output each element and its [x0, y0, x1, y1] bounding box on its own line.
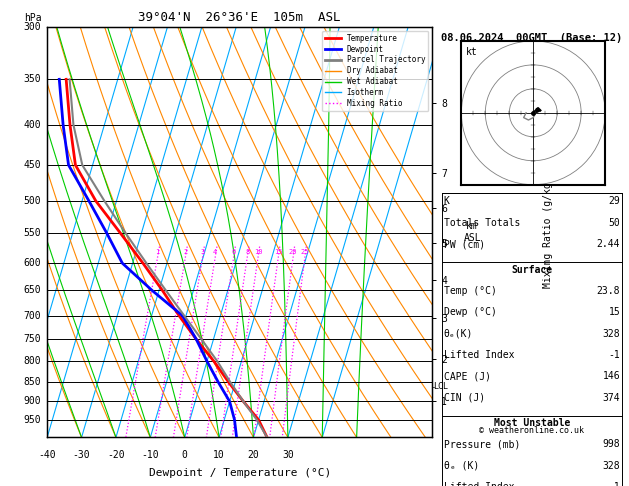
Text: Totals Totals: Totals Totals	[443, 218, 520, 228]
Text: 08.06.2024  00GMT  (Base: 12): 08.06.2024 00GMT (Base: 12)	[442, 33, 623, 43]
Text: Dewpoint / Temperature (°C): Dewpoint / Temperature (°C)	[148, 468, 331, 478]
Text: 23.8: 23.8	[597, 286, 620, 296]
Text: 6: 6	[231, 249, 236, 255]
Text: Surface: Surface	[511, 264, 552, 275]
Text: LCL: LCL	[433, 382, 448, 391]
Text: 900: 900	[24, 397, 42, 406]
Text: Most Unstable: Most Unstable	[494, 418, 570, 428]
Y-axis label: km
ASL: km ASL	[464, 221, 481, 243]
Text: 300: 300	[24, 22, 42, 32]
Text: 800: 800	[24, 356, 42, 366]
Text: 600: 600	[24, 258, 42, 268]
Text: Dewp (°C): Dewp (°C)	[443, 307, 496, 317]
Text: -30: -30	[73, 450, 91, 460]
Text: © weatheronline.co.uk: © weatheronline.co.uk	[479, 426, 584, 435]
Text: 1: 1	[155, 249, 160, 255]
Text: 0: 0	[182, 450, 187, 460]
Text: 15: 15	[274, 249, 282, 255]
Text: 10: 10	[213, 450, 225, 460]
Text: 3: 3	[201, 249, 204, 255]
Text: -20: -20	[107, 450, 125, 460]
Text: Temp (°C): Temp (°C)	[443, 286, 496, 296]
Text: 2.44: 2.44	[597, 239, 620, 249]
Text: 146: 146	[603, 371, 620, 382]
Text: -1: -1	[608, 482, 620, 486]
Text: -10: -10	[142, 450, 159, 460]
Text: 500: 500	[24, 196, 42, 206]
Text: 4: 4	[213, 249, 217, 255]
Text: -1: -1	[608, 350, 620, 360]
Text: 20: 20	[289, 249, 298, 255]
Text: 2: 2	[183, 249, 187, 255]
Text: 650: 650	[24, 285, 42, 295]
Text: 8: 8	[245, 249, 249, 255]
Text: 20: 20	[248, 450, 259, 460]
Text: 750: 750	[24, 334, 42, 344]
Text: θₑ (K): θₑ (K)	[443, 461, 479, 471]
Text: 850: 850	[24, 377, 42, 387]
Text: Mixing Ratio (g/kg): Mixing Ratio (g/kg)	[543, 176, 553, 288]
Text: 700: 700	[24, 311, 42, 321]
Text: hPa: hPa	[24, 13, 42, 23]
Text: Lifted Index: Lifted Index	[443, 482, 514, 486]
Text: 400: 400	[24, 120, 42, 130]
Text: 950: 950	[24, 415, 42, 425]
Text: 374: 374	[603, 393, 620, 402]
Text: kt: kt	[465, 47, 477, 57]
Text: 10: 10	[253, 249, 262, 255]
Text: Lifted Index: Lifted Index	[443, 350, 514, 360]
Text: 29: 29	[608, 196, 620, 207]
Legend: Temperature, Dewpoint, Parcel Trajectory, Dry Adiabat, Wet Adiabat, Isotherm, Mi: Temperature, Dewpoint, Parcel Trajectory…	[322, 31, 428, 111]
Text: CIN (J): CIN (J)	[443, 393, 485, 402]
Text: 25: 25	[301, 249, 309, 255]
Text: 328: 328	[603, 461, 620, 471]
Text: 15: 15	[608, 307, 620, 317]
Text: 450: 450	[24, 160, 42, 170]
Text: 50: 50	[608, 218, 620, 228]
Text: 30: 30	[282, 450, 294, 460]
Text: K: K	[443, 196, 450, 207]
Text: θₑ(K): θₑ(K)	[443, 329, 473, 339]
Text: Pressure (mb): Pressure (mb)	[443, 439, 520, 450]
Text: 998: 998	[603, 439, 620, 450]
Text: 328: 328	[603, 329, 620, 339]
Text: 350: 350	[24, 74, 42, 84]
Text: PW (cm): PW (cm)	[443, 239, 485, 249]
Title: 39°04'N  26°36'E  105m  ASL: 39°04'N 26°36'E 105m ASL	[138, 11, 341, 24]
Text: -40: -40	[38, 450, 56, 460]
Text: 550: 550	[24, 228, 42, 239]
Text: CAPE (J): CAPE (J)	[443, 371, 491, 382]
